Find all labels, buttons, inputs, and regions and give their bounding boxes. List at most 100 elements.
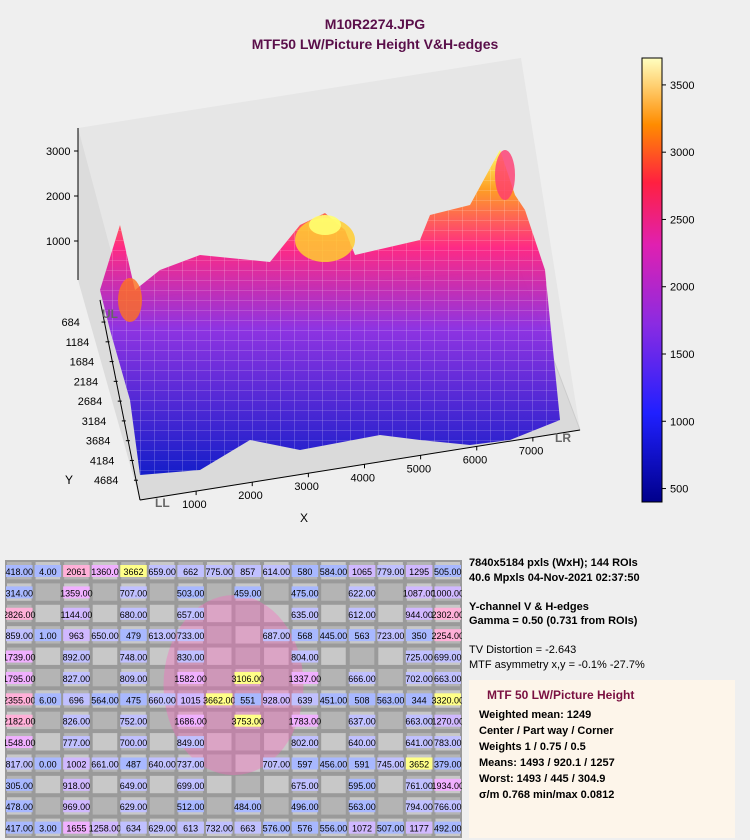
chart-pattern-cell [321, 604, 346, 623]
info-gamma: Gamma = 0.50 (0.731 from ROIs) [469, 615, 638, 627]
chart-pattern-cell [92, 668, 118, 687]
heatmap-value: 459.00 [234, 588, 262, 598]
heatmap-cell [120, 650, 147, 663]
heatmap-value: 918.00 [63, 781, 91, 791]
heatmap-cell [91, 693, 119, 706]
heatmap-cell [405, 693, 433, 706]
chart-pattern-cell [35, 797, 61, 815]
heatmap-cell [320, 757, 347, 770]
chart-pattern-cell [378, 647, 403, 665]
heatmap-cell [148, 693, 176, 706]
chart-pattern-cell [321, 711, 346, 730]
heatmap-value: 2302.00 [431, 610, 462, 620]
heatmap-cell [434, 800, 461, 813]
heatmap-value: 568 [297, 631, 312, 641]
heatmap-value: 1934.00 [431, 781, 462, 791]
heatmap-cell [434, 650, 461, 663]
colorbar-tick-label: 3000 [670, 147, 694, 159]
heatmap-value: 417.00 [6, 824, 34, 834]
heatmap-value: 892.00 [63, 653, 91, 663]
heatmap-cell [148, 629, 176, 642]
y-tick-label: 1184 [66, 337, 90, 349]
heatmap-value: 659.00 [148, 567, 176, 577]
heatmap-value: 1795.00 [5, 674, 36, 684]
chart-pattern-cell [321, 775, 346, 794]
heatmap-cell [348, 565, 376, 577]
heatmap-cell [348, 736, 376, 749]
heatmap-value: 3.00 [39, 824, 57, 834]
panel-worst: Worst: 1493 / 445 / 304.9 [479, 773, 606, 785]
heatmap-cell [348, 586, 376, 599]
heatmap-value: 505.00 [434, 567, 462, 577]
chart-pattern-cell [206, 797, 232, 815]
y-tick-label: 3184 [82, 416, 106, 428]
heatmap-value: 649.00 [120, 781, 148, 791]
heatmap-value: 597 [297, 759, 312, 769]
heatmap-cell [434, 757, 461, 770]
heatmap-value: 2254.00 [431, 631, 462, 641]
heatmap-cell [177, 736, 204, 749]
heatmap-cell [120, 800, 147, 813]
heatmap-cell [291, 607, 319, 620]
left-peak [118, 278, 142, 322]
chart-pattern-cell [206, 733, 232, 751]
heatmap-cell [348, 757, 376, 770]
heatmap-value: 1065 [352, 567, 372, 577]
heatmap-cell [263, 821, 290, 834]
heatmap-value: 6.00 [39, 695, 57, 705]
heatmap-value: 3662.00 [203, 695, 236, 705]
heatmap-cell [434, 586, 461, 599]
heatmap-value: 675.00 [291, 781, 319, 791]
heatmap-cell [120, 671, 147, 684]
heatmap-value: 622.00 [348, 588, 376, 598]
heatmap-cell [63, 714, 90, 727]
heatmap-value: 314.00 [6, 588, 34, 598]
heatmap-cell [348, 800, 376, 813]
heatmap-cell [377, 565, 404, 577]
heatmap-cell [91, 565, 119, 577]
z-tick-label: 2000 [46, 191, 70, 203]
heatmap-value: 379.00 [434, 759, 462, 769]
chart-pattern-cell [149, 775, 175, 794]
heatmap-value: 629.00 [148, 824, 176, 834]
heatmap-cell [63, 629, 90, 642]
chart-pattern-cell [149, 711, 175, 730]
heatmap-value: 344 [412, 695, 427, 705]
chart-pattern-cell [92, 604, 118, 623]
chart-pattern-cell [264, 797, 289, 815]
heatmap-cell [91, 629, 119, 642]
x-axis-ticks: 1000 2000 3000 4000 5000 6000 7000 [182, 437, 543, 511]
heatmap-cell [6, 821, 33, 834]
heatmap-center-glow [163, 595, 304, 776]
heatmap-cell [405, 629, 433, 642]
panel-weights: Weights 1 / 0.75 / 0.5 [479, 741, 586, 753]
x-tick-label: 2000 [238, 490, 262, 502]
colorbar-tick-label: 1000 [670, 416, 694, 428]
heatmap-cell [434, 671, 461, 684]
heatmap-value: 702.00 [405, 674, 433, 684]
x-tick-label: 3000 [294, 481, 318, 493]
heatmap-cell [377, 821, 404, 834]
heatmap-value: 563.00 [377, 695, 405, 705]
chart-pattern-cell [378, 797, 403, 815]
heatmap-cell [177, 586, 204, 599]
heatmap-value: 687.00 [263, 631, 291, 641]
heatmap-value: 745.00 [377, 759, 405, 769]
info-asymmetry: MTF asymmetry x,y = -0.1% -27.7% [469, 659, 645, 671]
heatmap-cell [263, 757, 290, 770]
heatmap-cell [434, 629, 461, 642]
heatmap-value: 809.00 [120, 674, 148, 684]
heatmap-value: 817.00 [6, 759, 34, 769]
heatmap-value: 1739.00 [5, 653, 36, 663]
chart-pattern-cell [35, 711, 61, 730]
heatmap-value: 761.00 [405, 781, 433, 791]
chart-pattern-cell [321, 733, 346, 751]
heatmap-cell [434, 714, 461, 727]
heatmap-value: 640.00 [348, 738, 376, 748]
heatmap-value: 634 [126, 824, 141, 834]
chart-pattern-cell [35, 647, 61, 665]
heatmap-cell [434, 693, 461, 706]
heatmap-value: 723.00 [377, 631, 405, 641]
chart-pattern-cell [321, 647, 346, 665]
heatmap-value: 563.00 [348, 802, 376, 812]
